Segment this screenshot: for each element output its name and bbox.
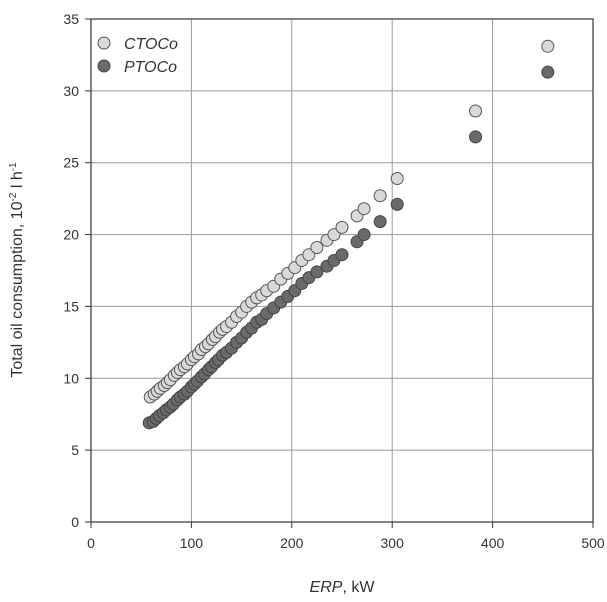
data-point-ptoco: [357, 228, 371, 242]
series-ctoco: [143, 39, 555, 404]
axis-ticks: 0 100 200 300 400 500 0 5 10 15 20 25 30 35: [63, 11, 604, 551]
y-tick-label: 25: [63, 155, 79, 171]
x-tick-label: 400: [481, 535, 505, 551]
x-tick-label: 500: [581, 535, 605, 551]
legend-label-ctoco: CTOCo: [124, 36, 178, 53]
data-point-ptoco: [541, 65, 555, 79]
plot-area-frame: [90, 18, 594, 523]
x-axis-title: ERP, kW: [310, 579, 376, 596]
legend-label-ptoco: PTOCo: [124, 59, 177, 76]
y-axis-title: Total oil consumption, 10-2 l h-1: [8, 162, 26, 378]
grid-lines: [91, 19, 593, 522]
data-point-ctoco: [310, 241, 324, 255]
data-point-ctoco: [327, 228, 341, 242]
data-point-ptoco: [469, 130, 483, 144]
data-point-ctoco: [357, 202, 371, 216]
data-point-ctoco: [335, 220, 349, 234]
data-point-ctoco: [390, 172, 404, 186]
y-tick-label: 35: [63, 11, 79, 27]
y-tick-label: 30: [63, 83, 79, 99]
x-tick-label: 300: [381, 535, 405, 551]
y-tick-label: 15: [63, 298, 79, 314]
x-tick-label: 100: [180, 535, 204, 551]
y-tick-label: 0: [71, 514, 79, 530]
data-point-ptoco: [373, 215, 387, 229]
y-tick-label: 5: [71, 442, 79, 458]
data-point-ptoco: [390, 197, 404, 211]
data-point-ptoco: [310, 265, 324, 279]
y-tick-label: 10: [63, 370, 79, 386]
data-point-ptoco: [335, 248, 349, 262]
series-ptoco: [142, 65, 555, 430]
data-point-ctoco: [541, 39, 555, 53]
legend-marker-ptoco: [97, 59, 111, 73]
legend: CTOCo PTOCo: [97, 36, 178, 76]
y-tick-label: 20: [63, 227, 79, 243]
x-tick-label: 0: [87, 535, 95, 551]
legend-marker-ctoco: [97, 36, 111, 50]
x-tick-label: 200: [280, 535, 304, 551]
data-points: [142, 39, 555, 430]
data-point-ctoco: [302, 248, 316, 262]
data-point-ctoco: [373, 189, 387, 203]
data-point-ctoco: [469, 104, 483, 118]
